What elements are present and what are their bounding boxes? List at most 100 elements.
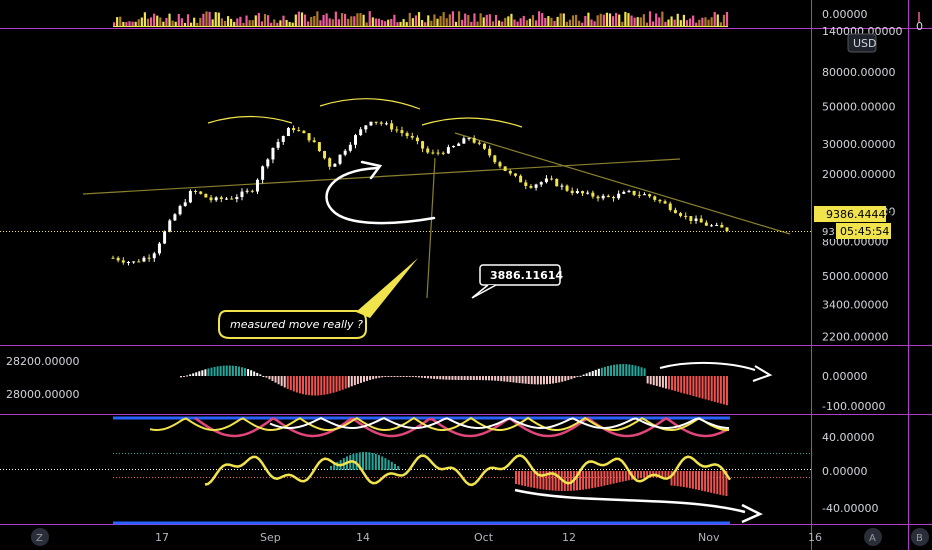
volume-bar [146, 18, 150, 26]
osc-bar [333, 463, 336, 470]
price-tick-label: 3400.00000 [822, 298, 888, 311]
volume-bar [211, 19, 214, 26]
histogram-bar [390, 376, 393, 377]
drawn-curve-arrow [325, 160, 436, 225]
oscillator-panel [0, 416, 812, 525]
volume-bar [408, 12, 411, 26]
histogram-bar [369, 376, 372, 380]
volume-bar [547, 16, 550, 26]
volume-bar [149, 17, 153, 26]
histogram-arrow-curve [659, 361, 756, 371]
volume-bar [713, 12, 716, 26]
candle-body [209, 197, 213, 201]
volume-bar [704, 17, 707, 26]
volume-bar [371, 17, 374, 26]
candle-body [354, 135, 358, 145]
histogram-bar [302, 376, 304, 395]
volume-bar [507, 16, 510, 26]
volume-bar [550, 17, 553, 26]
osc-bar [368, 452, 371, 470]
histogram-bar [393, 376, 396, 377]
a-button-label: A [869, 533, 876, 544]
candle-body [441, 152, 445, 154]
countdown-value: 05:45:54 [840, 225, 889, 238]
osc-bar [633, 471, 636, 480]
volume-bar [553, 20, 556, 26]
candle-body [508, 170, 512, 174]
candle-body [317, 142, 321, 152]
osc-bar [701, 471, 704, 491]
volume-bar [538, 11, 541, 26]
candle-body [586, 192, 590, 194]
volume-bar [344, 13, 347, 26]
osc-white-line [269, 416, 730, 430]
candle-body [436, 152, 440, 154]
histogram-bar [244, 368, 247, 376]
osc-bar [688, 471, 691, 489]
histogram-bar [265, 376, 268, 378]
histogram-bar [530, 376, 533, 385]
histogram-bar [500, 376, 503, 382]
volume-bar [233, 21, 236, 26]
time-tick-label: Oct [474, 531, 494, 544]
time-tick-label: 17 [155, 531, 169, 544]
osc-bar [615, 471, 618, 483]
histogram-bar [402, 376, 405, 377]
volume-bar [470, 21, 473, 26]
time-tick-label: Nov [698, 531, 720, 544]
z-button[interactable]: Z [31, 528, 49, 546]
volume-right-label: 0 [916, 20, 923, 33]
volume-bar [353, 16, 356, 26]
candle-body [426, 148, 430, 153]
volume-bar [445, 18, 448, 26]
candle-body [565, 185, 569, 191]
volume-bar [193, 17, 196, 26]
candle-body [374, 121, 378, 123]
histogram-bar [298, 376, 301, 394]
volume-bar [414, 15, 418, 26]
histogram-bar [341, 376, 344, 390]
histogram-bar [234, 366, 237, 376]
currency-button[interactable]: USD [847, 33, 877, 53]
histogram-bar [677, 376, 680, 392]
histogram-bar [567, 376, 570, 381]
candle-body [178, 205, 182, 215]
volume-bar [322, 14, 325, 26]
price-bubble: 3886.11614 [471, 264, 563, 299]
histogram-bar [271, 376, 274, 381]
histogram-tick-label: 0.00000 [822, 370, 868, 383]
price-tick-label: 5000.00000 [822, 270, 888, 283]
left-shoulder-arc [207, 115, 293, 124]
price-tick-label: 140000.00000 [822, 25, 902, 38]
pattern-arcs [207, 98, 523, 128]
histogram-bar [472, 376, 475, 381]
candle-body [488, 148, 492, 156]
candle-body [673, 209, 677, 214]
histogram-bar [722, 376, 725, 405]
candle-body [281, 135, 285, 142]
volume-bar [380, 20, 384, 26]
histogram-bar [378, 376, 381, 378]
candle-body [255, 179, 259, 192]
histogram-bar [396, 376, 399, 377]
osc-bar [640, 471, 643, 479]
volume-bar [491, 21, 495, 26]
b-button[interactable]: B [911, 528, 929, 546]
price-tag-value: 9386.44448 [826, 208, 892, 221]
volume-bar [384, 21, 387, 26]
candle-body [611, 197, 615, 199]
volume-bar [534, 20, 538, 26]
volume-bar [208, 11, 211, 26]
histogram-bar [555, 376, 558, 384]
histogram-bar [256, 372, 259, 376]
volume-bar [273, 19, 276, 26]
histogram-bar [420, 376, 423, 378]
osc-bar [722, 471, 725, 496]
a-button[interactable]: A [864, 528, 882, 546]
candle-body [302, 130, 306, 134]
volume-bar [220, 18, 223, 26]
volume-bar [528, 18, 531, 26]
volume-bar [162, 21, 165, 26]
osc-bar [704, 471, 707, 492]
